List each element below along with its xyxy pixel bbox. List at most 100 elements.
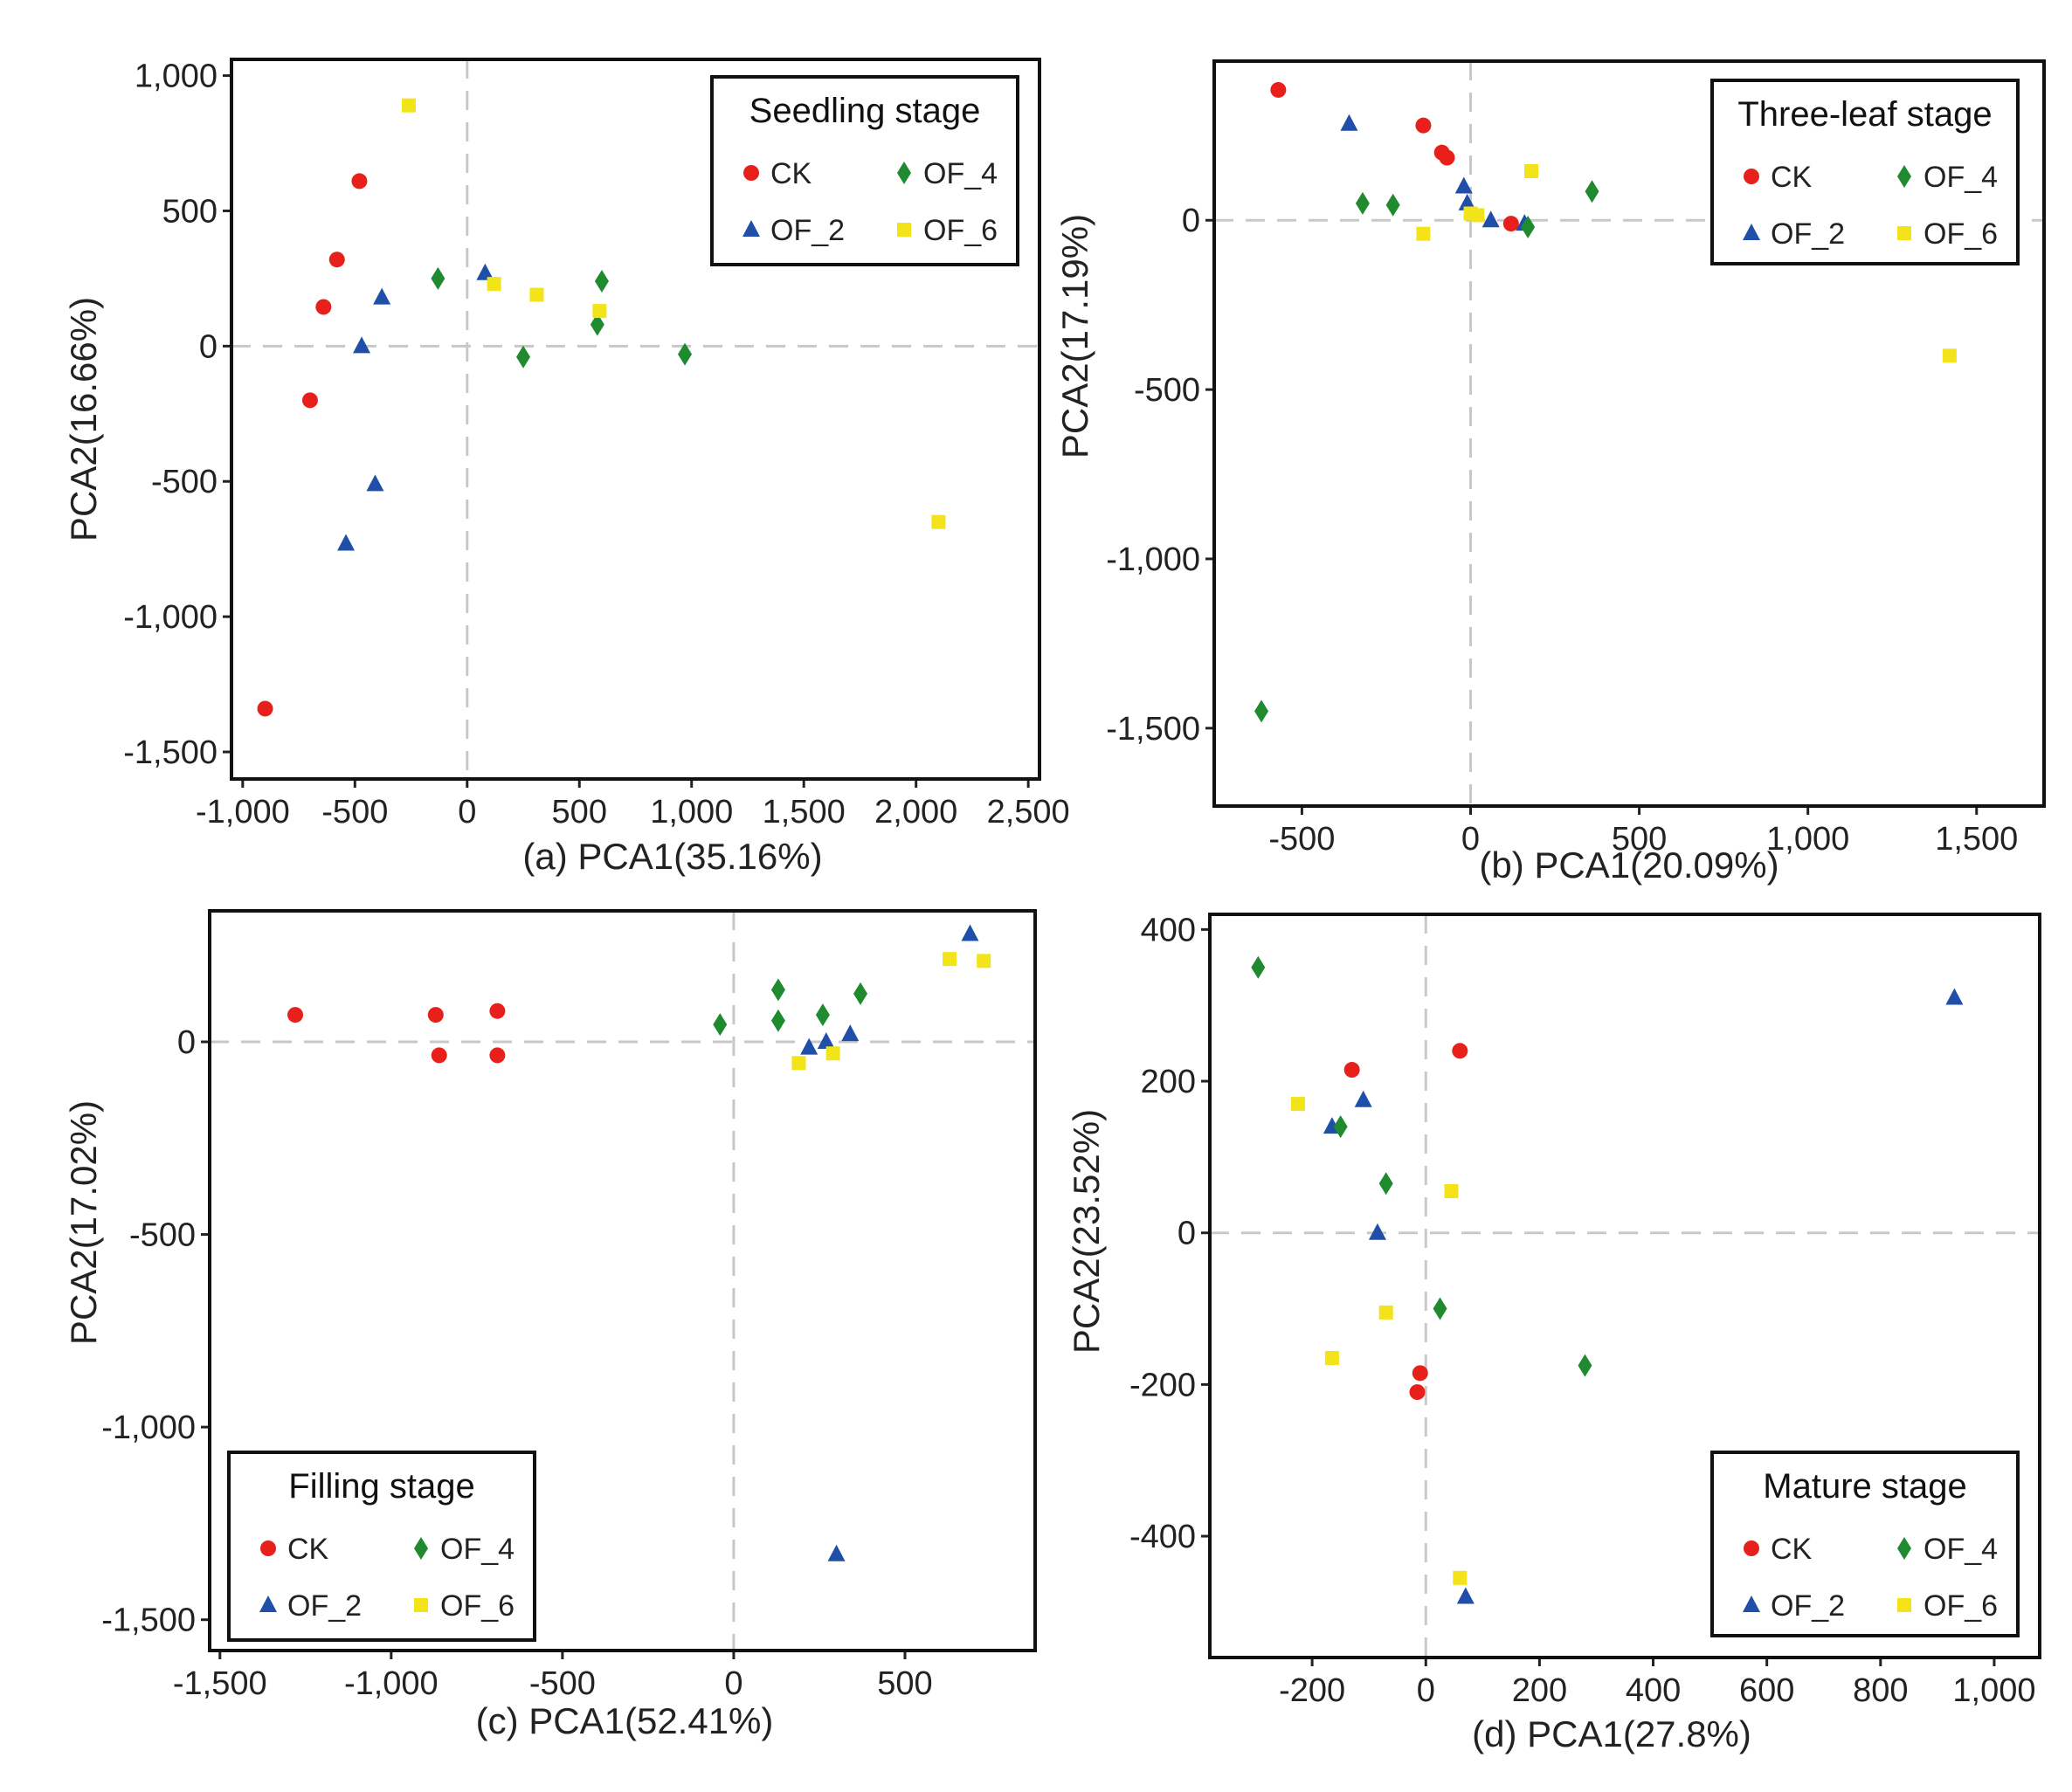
- data-point: [1378, 1305, 1393, 1320]
- data-point: [841, 1024, 860, 1042]
- data-point: [351, 173, 368, 190]
- data-point: [590, 313, 604, 336]
- data-point: [1502, 216, 1519, 232]
- legend-marker: [1743, 224, 1760, 240]
- x-tick-label: 200: [1512, 1672, 1567, 1709]
- data-point: [1470, 208, 1485, 223]
- series-of-4: [1251, 955, 1592, 1377]
- data-point: [770, 1009, 785, 1032]
- y-axis-title: PCA2(17.19%): [1054, 214, 1095, 458]
- data-point: [1251, 955, 1266, 979]
- y-tick-label: -1,500: [1106, 711, 1200, 748]
- data-point: [853, 982, 868, 1005]
- x-axis-title: (a) PCA1(35.16%): [522, 836, 822, 877]
- legend-label: OF_2: [287, 1589, 362, 1623]
- legend-marker: [414, 1537, 428, 1560]
- data-point: [1254, 700, 1269, 723]
- data-point: [1578, 1354, 1592, 1377]
- x-tick-label: -1,000: [344, 1665, 439, 1702]
- data-point: [257, 700, 273, 717]
- y-tick-label: -400: [1129, 1519, 1196, 1555]
- legend-marker: [1897, 1537, 1911, 1560]
- legend-marker: [743, 165, 759, 181]
- x-tick-label: 0: [458, 794, 476, 831]
- x-tick-label: -1,500: [173, 1665, 267, 1702]
- legend-marker: [1897, 1598, 1911, 1612]
- x-tick-label: 500: [877, 1665, 932, 1702]
- x-axis-title: (d) PCA1(27.8%): [1472, 1713, 1751, 1754]
- x-tick-label: -500: [1268, 821, 1335, 858]
- data-point: [1521, 215, 1536, 238]
- y-tick-label: -1,000: [1106, 541, 1200, 578]
- legend-marker: [414, 1598, 428, 1612]
- data-point: [287, 1007, 304, 1024]
- plot-frame: [230, 58, 1041, 781]
- data-point: [1416, 226, 1431, 241]
- legend-label: OF_4: [440, 1533, 515, 1566]
- data-point: [942, 952, 957, 967]
- data-point: [827, 1544, 846, 1561]
- x-tick-label: -500: [321, 794, 388, 831]
- x-tick-label: -500: [529, 1665, 596, 1702]
- data-point: [800, 1037, 818, 1055]
- data-point: [1290, 1097, 1305, 1112]
- data-point: [427, 1007, 444, 1024]
- y-axis-title: PCA2(23.52%): [1066, 1109, 1107, 1354]
- panel-b: -500 0 500 1,000 1,500 -1,500 -1,000 -500 0 Three…: [1054, 59, 2046, 886]
- legend-box: [1710, 1451, 2020, 1637]
- y-tick-label: 1,000: [135, 59, 218, 95]
- y-tick-label: 0: [199, 328, 218, 365]
- legend: Three-leaf stage CK OF_2 OF_4 OF_6: [1710, 79, 2020, 265]
- legend-label: CK: [287, 1533, 329, 1566]
- data-point: [678, 342, 693, 366]
- data-point: [1368, 1223, 1386, 1240]
- data-point: [961, 924, 979, 941]
- legend-box: [1710, 79, 2020, 265]
- series-ck: [287, 1003, 506, 1064]
- data-point: [815, 1003, 830, 1027]
- data-point: [825, 1046, 840, 1061]
- data-point: [977, 954, 991, 968]
- x-tick-label: 1,500: [763, 794, 846, 831]
- x-tick-label: 500: [552, 794, 607, 831]
- x-tick-label: 1,000: [1952, 1672, 2035, 1709]
- data-point: [1439, 149, 1455, 166]
- legend-marker: [1744, 1540, 1759, 1556]
- series-of-4: [1254, 180, 1599, 723]
- data-point: [770, 978, 785, 1002]
- series-of-6: [401, 98, 946, 529]
- series-ck: [1343, 1043, 1468, 1401]
- y-tick-label: 400: [1141, 912, 1196, 948]
- legend-label: OF_6: [440, 1589, 515, 1623]
- x-tick-label: -1,000: [196, 794, 290, 831]
- panel-a: -1,000 -500 0 500 1,000 1,500 2,000 2,500 -1,500…: [63, 58, 1070, 877]
- legend-label: CK: [1771, 1533, 1813, 1566]
- data-point: [1378, 1172, 1393, 1196]
- data-point: [315, 299, 332, 315]
- legend-box: [710, 75, 1019, 266]
- legend-label: CK: [770, 157, 812, 190]
- data-point: [431, 266, 445, 290]
- data-point: [301, 392, 318, 409]
- x-tick-label: 0: [724, 1665, 742, 1702]
- legend-label: OF_6: [1924, 1589, 1998, 1623]
- plot-frame: [208, 909, 1037, 1652]
- y-tick-label: -200: [1129, 1367, 1196, 1403]
- data-point: [1385, 193, 1400, 217]
- x-tick-label: 800: [1853, 1672, 1908, 1709]
- data-point: [328, 252, 345, 268]
- data-point: [1945, 988, 1964, 1005]
- x-tick-label: 2,500: [987, 794, 1070, 831]
- data-point: [1409, 1384, 1426, 1401]
- y-tick-label: 200: [1141, 1064, 1196, 1100]
- data-point: [489, 1047, 506, 1064]
- y-axis-title: PCA2(17.02%): [63, 1100, 104, 1345]
- legend-marker: [260, 1540, 276, 1556]
- x-axis-title: (c) PCA1(52.41%): [476, 1700, 774, 1741]
- y-tick-label: -1,500: [123, 734, 218, 771]
- legend-label: OF_4: [1924, 1533, 1998, 1566]
- data-point: [431, 1047, 447, 1064]
- series-ck: [1270, 81, 1519, 232]
- data-point: [366, 474, 384, 492]
